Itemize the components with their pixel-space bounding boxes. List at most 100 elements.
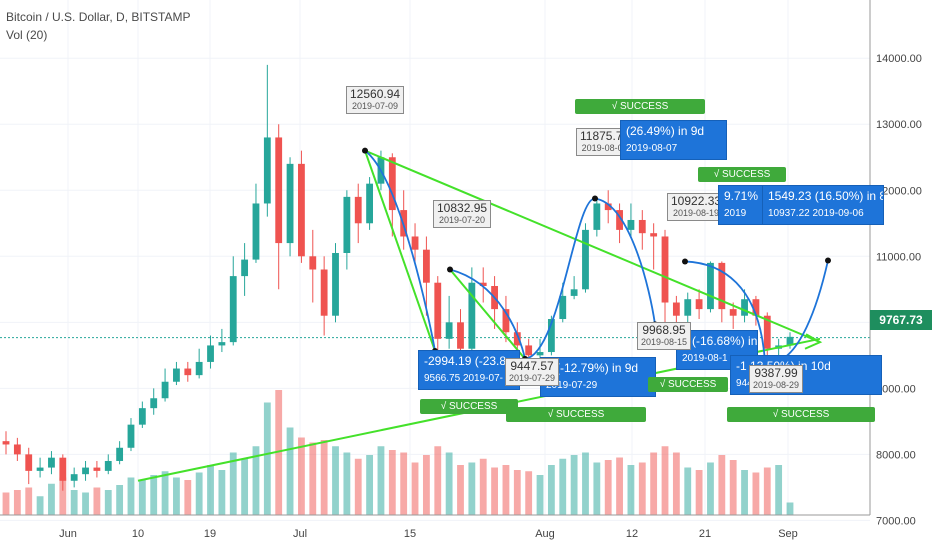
candle-body xyxy=(2,441,10,445)
volume-bar xyxy=(138,480,146,515)
volume-bar xyxy=(661,446,669,515)
volume-bar xyxy=(775,465,783,515)
x-tick-label: 12 xyxy=(626,528,638,540)
axes: 7000.008000.009000.0010000.0011000.00120… xyxy=(0,0,922,540)
volume-bar xyxy=(93,487,101,515)
trend-segment xyxy=(364,150,436,352)
volume-bar xyxy=(513,470,521,515)
trend-arrow xyxy=(804,333,823,350)
success-badge: √ SUCCESS xyxy=(506,407,646,422)
callout-high-1: 12560.94 2019-07-09 xyxy=(346,86,405,114)
candle-body xyxy=(184,368,192,376)
volume-bar xyxy=(547,465,555,515)
volume-bar xyxy=(707,462,714,515)
projection-curve xyxy=(449,268,526,360)
candle-body xyxy=(638,219,646,234)
volume-bar xyxy=(388,450,396,515)
y-tick-label: 11000.00 xyxy=(876,251,921,263)
callout-date: 2019-07-29 xyxy=(509,373,556,383)
volume-bar xyxy=(173,477,180,515)
candle-body xyxy=(275,137,283,244)
callout-low-2: 9968.95 2019-08-15 xyxy=(637,322,692,350)
anchor-point xyxy=(362,147,368,154)
anchor-point xyxy=(825,257,831,264)
candle-body xyxy=(320,269,328,316)
candle-body xyxy=(468,282,476,349)
volume-bar xyxy=(332,446,339,515)
candle-body xyxy=(36,467,44,471)
symbol-title: Bitcoin / U.S. Dollar, D, BITSTAMP xyxy=(6,10,191,24)
volume-bar xyxy=(343,452,351,515)
volume-bar xyxy=(729,460,737,515)
chart-legend: Bitcoin / U.S. Dollar, D, BITSTAMP Vol (… xyxy=(6,8,191,44)
volume-bar xyxy=(195,472,203,515)
candle-body xyxy=(695,299,703,310)
candle-body xyxy=(445,322,453,339)
volume-bar xyxy=(582,452,589,515)
x-tick-label: 15 xyxy=(404,528,416,540)
volume-bars xyxy=(2,390,794,515)
candle-body xyxy=(502,309,510,333)
trend-segment xyxy=(449,268,526,360)
volume-bar xyxy=(559,458,567,515)
projection-curve xyxy=(524,197,596,360)
candle-body xyxy=(741,299,748,316)
measure-text: 9.71% xyxy=(724,189,759,203)
candle-body xyxy=(104,460,112,471)
volume-bar xyxy=(502,465,510,515)
volume-bar xyxy=(354,458,362,515)
volume-bar xyxy=(422,455,430,515)
volume-bar xyxy=(263,402,271,515)
volume-bar xyxy=(491,467,498,515)
candle-body xyxy=(661,236,669,303)
volume-bar xyxy=(763,467,771,515)
measure-price: 944 xyxy=(736,378,753,389)
measure-date: 2019 xyxy=(724,208,747,219)
callout-date: 2019-07-09 xyxy=(352,101,399,111)
candle-body xyxy=(354,196,362,224)
candle-body xyxy=(366,183,374,224)
volume-bar xyxy=(627,465,635,515)
callout-date: 2019-08-29 xyxy=(753,380,800,390)
measure-date: 2019-07-29 xyxy=(546,380,598,391)
volume-bar xyxy=(525,471,533,515)
projection-curve xyxy=(594,197,656,325)
candle-body xyxy=(422,249,430,283)
volume-bar xyxy=(650,452,658,515)
measure-text: 1549.23 (16.50%) in 8d xyxy=(768,189,884,203)
candle-body xyxy=(173,368,180,382)
callout-value: 9968.95 xyxy=(642,323,686,337)
candle-body xyxy=(411,236,419,250)
success-badge: √ SUCCESS xyxy=(648,377,728,392)
volume-bar xyxy=(604,460,612,515)
callout-value: 11875.70 xyxy=(580,129,630,143)
volume-bar xyxy=(13,490,21,515)
callout-value: 9447.57 xyxy=(510,359,554,373)
volume-bar xyxy=(104,490,112,515)
callout-date: 2019-08-19 xyxy=(673,208,720,218)
volume-bar xyxy=(786,502,794,515)
candle-body xyxy=(593,203,601,230)
candle-body xyxy=(332,252,339,316)
candle-body xyxy=(616,210,623,230)
volume-bar xyxy=(411,462,419,515)
volume-bar xyxy=(2,492,10,515)
projection-curve xyxy=(364,149,436,352)
candle-body xyxy=(343,196,351,253)
measure-text: 3 (-16.68%) in xyxy=(682,334,758,348)
measure-date: 2019-07- xyxy=(462,373,503,384)
volume-bar xyxy=(241,458,249,515)
y-tick-label: 8000.00 xyxy=(876,449,916,461)
volume-bar xyxy=(468,462,476,515)
volume-bar xyxy=(25,487,33,515)
callout-value: 10922.33 xyxy=(671,194,722,208)
volume-bar xyxy=(536,475,544,515)
volume-bar xyxy=(161,471,169,515)
volume-bar xyxy=(684,467,692,515)
volume-bar xyxy=(638,462,646,515)
measure-price: 10937.22 xyxy=(768,208,810,219)
measure-date: 2019-09-06 xyxy=(812,208,864,219)
candle-body xyxy=(650,233,658,237)
x-tick-label: Aug xyxy=(535,528,555,540)
measure-box-5: 1549.23 (16.50%) in 8d 10937.22 2019-09-… xyxy=(762,185,884,225)
